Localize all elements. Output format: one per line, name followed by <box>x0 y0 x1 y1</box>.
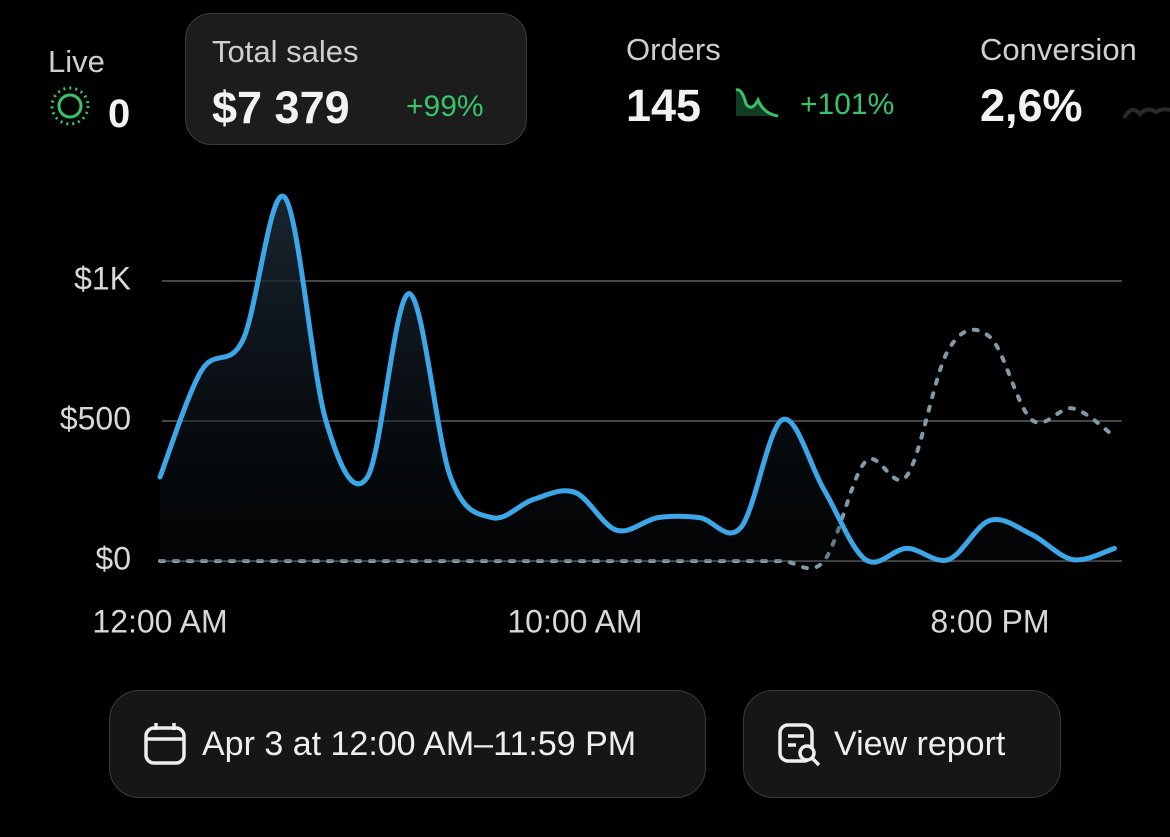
y-tick-label: $500 <box>60 400 131 436</box>
metric-label: Live <box>48 44 105 79</box>
x-tick-label: 8:00 PM <box>930 603 1049 639</box>
conversion-metric[interactable]: Conversion 2,6% <box>980 12 1170 144</box>
metric-label: Total sales <box>212 34 359 69</box>
metric-value: 0 <box>108 92 131 136</box>
date-range-button[interactable]: Apr 3 at 12:00 AM–11:59 PM <box>109 690 706 798</box>
metric-change: +101% <box>800 88 895 121</box>
series-line <box>157 193 1117 565</box>
sparkline <box>1122 107 1170 120</box>
view-report-button[interactable]: View report <box>743 690 1061 798</box>
x-tick-label: 10:00 AM <box>507 603 642 639</box>
area-fill <box>160 195 1115 563</box>
metric-value: $7 379 <box>212 82 350 133</box>
y-tick-label: $0 <box>95 540 131 576</box>
metric-label: Conversion <box>980 32 1137 67</box>
metric-change: +99% <box>406 90 484 123</box>
y-tick-label: $1K <box>74 260 131 296</box>
button-label: Apr 3 at 12:00 AM–11:59 PM <box>202 724 637 763</box>
live-metric[interactable]: Live 0 <box>48 12 158 144</box>
calendar-icon <box>144 723 186 765</box>
metric-label: Orders <box>626 32 721 67</box>
button-label: View report <box>834 724 1006 763</box>
report-icon <box>778 723 821 767</box>
comparison-line <box>158 327 1117 571</box>
orders-metric[interactable]: Orders 145 +101% <box>626 12 946 144</box>
x-tick-label: 12:00 AM <box>92 603 227 639</box>
total-sales-metric[interactable]: Total sales $7 379 +99% <box>185 13 527 145</box>
live-icon <box>50 86 90 126</box>
metric-value: 2,6% <box>980 80 1083 131</box>
metric-value: 145 <box>626 80 702 131</box>
sparkline <box>735 88 779 118</box>
